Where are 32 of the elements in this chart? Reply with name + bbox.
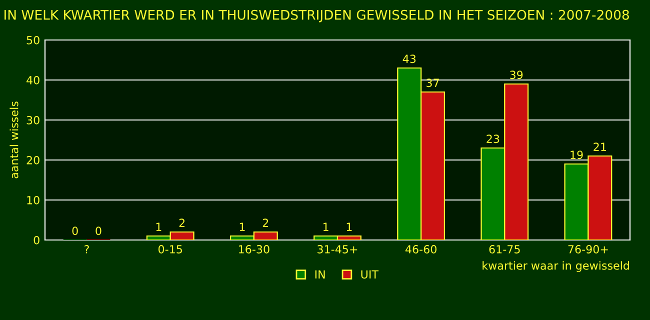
x-tick-label: 46-60: [405, 245, 436, 254]
y-tick-label: 10: [27, 196, 40, 204]
data-label: 39: [510, 70, 523, 80]
x-tick-label: 0-15: [158, 245, 182, 254]
data-label: 1: [240, 222, 245, 231]
chart-title: IN WELK KWARTIER WERD ER IN THUISWEDSTRIJDEN GEWISSELD IN HET SEIZOEN : 2007-2008: [4, 10, 629, 22]
data-label: 1: [156, 222, 162, 231]
x-tick-label: 16-30: [239, 245, 270, 254]
x-tick-label: 76-90+: [568, 245, 608, 254]
data-label: 21: [594, 142, 606, 151]
y-axis-title: aantal wissels: [10, 102, 18, 178]
data-label: 37: [426, 78, 439, 88]
legend-label: IN: [315, 270, 325, 278]
data-label: 2: [262, 218, 268, 227]
data-label: 0: [96, 226, 102, 236]
data-label: 1: [323, 222, 328, 231]
y-tick-label: 30: [26, 116, 40, 124]
y-tick-label: 20: [26, 156, 40, 164]
y-tick-label: 40: [26, 76, 40, 84]
data-label: 1: [346, 222, 352, 231]
data-label: 23: [486, 134, 500, 144]
data-label: 43: [402, 54, 416, 64]
x-tick-label: 61-75: [489, 245, 520, 254]
x-axis-title: kwartier waar in gewisseld: [482, 261, 629, 272]
data-label: 19: [570, 150, 583, 160]
legend-label: UIT: [361, 270, 379, 279]
y-tick-label: 50: [26, 36, 40, 44]
x-tick-label: ?: [84, 245, 89, 254]
data-label: 0: [72, 226, 78, 236]
data-label: 2: [179, 218, 184, 227]
x-tick-label: 31-45+: [318, 245, 358, 254]
y-tick-label: 0: [34, 236, 40, 244]
